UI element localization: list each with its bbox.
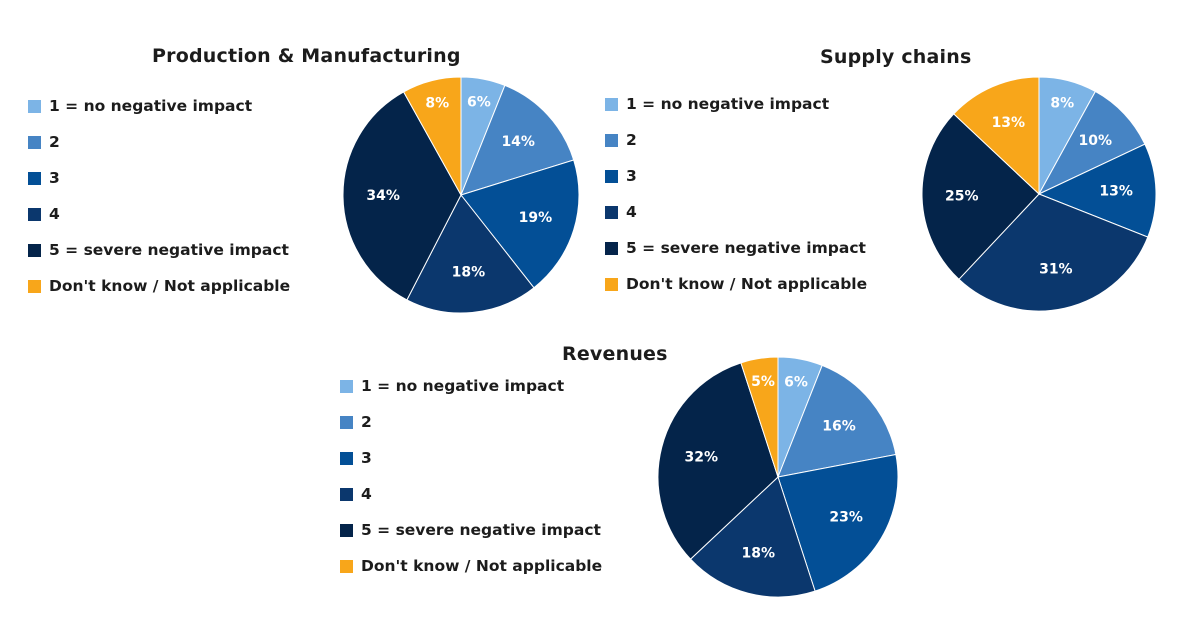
pie-chart: 8% 10% 13% 31% 25% 13% xyxy=(921,76,1157,312)
pie-slice xyxy=(777,364,897,478)
legend-swatch xyxy=(28,279,41,293)
slice-label: 18% xyxy=(452,265,486,281)
chart-production-manufacturing: Production & Manufacturing 1 = no negati… xyxy=(0,0,600,330)
legend-swatch xyxy=(340,415,353,429)
legend-label: 3 xyxy=(626,167,637,185)
legend-item: 2 xyxy=(340,404,602,440)
legend-item: 4 xyxy=(28,196,290,232)
legend: 1 = no negative impact 2 3 4 5 = severe … xyxy=(340,368,602,584)
slice-label: 13% xyxy=(992,115,1026,131)
legend-swatch xyxy=(605,241,618,255)
pie-slice xyxy=(689,476,816,598)
legend-item: 1 = no negative impact xyxy=(28,88,290,124)
legend-item: 4 xyxy=(340,476,602,512)
legend-label: 4 xyxy=(626,203,637,221)
slice-label: 6% xyxy=(467,94,491,110)
legend-swatch xyxy=(28,243,41,257)
legend-label: 4 xyxy=(361,485,372,503)
chart-title: Supply chains xyxy=(820,46,972,68)
legend-swatch xyxy=(605,277,618,291)
legend-item: 5 = severe negative impact xyxy=(340,512,602,548)
legend-swatch xyxy=(28,171,41,185)
slice-label: 19% xyxy=(519,210,553,226)
slice-label: 8% xyxy=(425,96,449,112)
legend-swatch xyxy=(340,559,353,573)
slice-label: 14% xyxy=(501,134,535,150)
slice-label: 34% xyxy=(366,188,400,204)
legend-label: Don't know / Not applicable xyxy=(49,277,291,295)
legend-swatch xyxy=(28,135,41,149)
legend-item: 5 = severe negative impact xyxy=(605,230,867,266)
pie-slice xyxy=(402,76,462,197)
chart-title: Revenues xyxy=(562,343,668,365)
legend-item: 5 = severe negative impact xyxy=(28,232,290,268)
slice-label: 16% xyxy=(822,419,856,435)
pie-slice xyxy=(777,453,899,592)
legend-label: 4 xyxy=(49,205,60,223)
legend-label: 5 = severe negative impact xyxy=(626,239,866,257)
legend-item: 2 xyxy=(28,124,290,160)
legend-label: 5 = severe negative impact xyxy=(361,521,601,539)
legend-swatch xyxy=(605,169,618,183)
legend-item: 3 xyxy=(340,440,602,476)
legend-label: 1 = no negative impact xyxy=(361,377,565,395)
legend-item: 1 = no negative impact xyxy=(605,86,867,122)
chart-title: Production & Manufacturing xyxy=(152,45,461,67)
pie-slice xyxy=(1037,143,1157,238)
legend-item: 3 xyxy=(28,160,290,196)
slice-label: 23% xyxy=(829,509,863,525)
legend-label: 5 = severe negative impact xyxy=(49,241,289,259)
legend-swatch xyxy=(340,379,353,393)
pie-slice xyxy=(921,113,1040,280)
pie-slice xyxy=(1037,90,1146,196)
slice-label: 10% xyxy=(1079,133,1113,149)
legend-swatch xyxy=(28,207,41,221)
legend-item: 3 xyxy=(605,158,867,194)
legend-label: 1 = no negative impact xyxy=(49,97,253,115)
legend-swatch xyxy=(28,99,41,113)
legend-label: 2 xyxy=(626,131,637,149)
legend-label: 1 = no negative impact xyxy=(626,95,830,113)
slice-label: 13% xyxy=(1099,184,1133,200)
pie-slice xyxy=(406,194,535,314)
slice-label: 6% xyxy=(784,375,808,391)
legend: 1 = no negative impact 2 3 4 5 = severe … xyxy=(28,88,290,304)
legend-swatch xyxy=(605,133,618,147)
slice-label: 31% xyxy=(1039,261,1073,277)
pie-slice xyxy=(342,91,462,301)
legend-item: Don't know / Not applicable xyxy=(28,268,290,304)
pie-slice xyxy=(657,362,779,560)
pie-slice xyxy=(958,193,1149,312)
legend-swatch xyxy=(605,97,618,111)
legend-label: Don't know / Not applicable xyxy=(626,275,868,293)
legend-swatch xyxy=(340,487,353,501)
slice-label: 8% xyxy=(1050,95,1074,111)
legend-swatch xyxy=(340,523,353,537)
pie-chart: 6% 14% 19% 18% 34% 8% xyxy=(342,76,580,314)
legend: 1 = no negative impact 2 3 4 5 = severe … xyxy=(605,86,867,302)
legend-swatch xyxy=(605,205,618,219)
slice-label: 18% xyxy=(742,546,776,562)
pie-slice xyxy=(953,76,1040,196)
pie-slice xyxy=(460,159,580,289)
legend-item: Don't know / Not applicable xyxy=(340,548,602,584)
slice-label: 25% xyxy=(945,188,979,204)
legend-label: Don't know / Not applicable xyxy=(361,557,603,575)
legend-item: 4 xyxy=(605,194,867,230)
legend-item: 2 xyxy=(605,122,867,158)
legend-label: 3 xyxy=(361,449,372,467)
chart-supply-chains: Supply chains 1 = no negative impact 2 3… xyxy=(605,46,1157,312)
slice-label: 32% xyxy=(685,449,719,465)
legend-item: Don't know / Not applicable xyxy=(605,266,867,302)
legend-label: 2 xyxy=(361,413,372,431)
legend-item: 1 = no negative impact xyxy=(340,368,602,404)
legend-label: 3 xyxy=(49,169,60,187)
pie-slice xyxy=(460,84,575,196)
slice-label: 5% xyxy=(751,374,775,390)
pie-slice xyxy=(740,356,779,478)
legend-label: 2 xyxy=(49,133,60,151)
legend-swatch xyxy=(340,451,353,465)
